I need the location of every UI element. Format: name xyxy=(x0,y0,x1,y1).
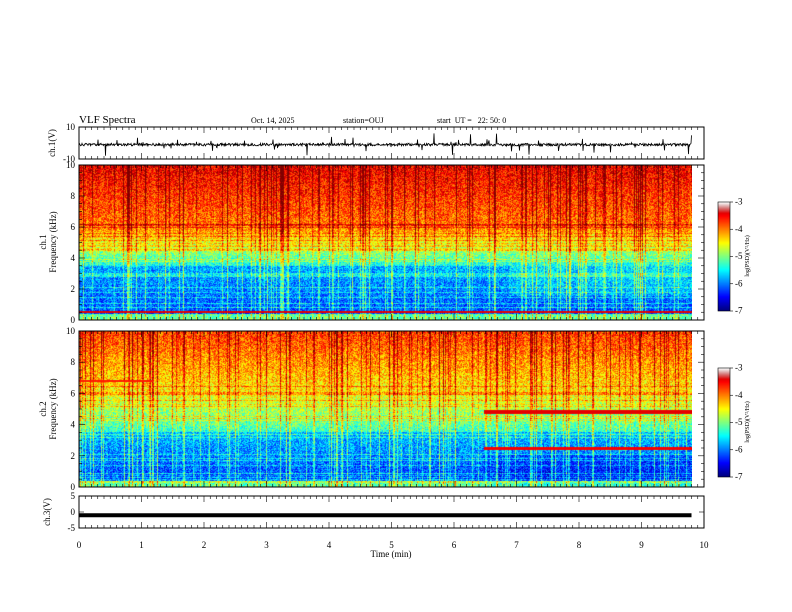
y-tick-label: 2 xyxy=(71,451,76,461)
y-tick-label: 5 xyxy=(71,491,76,501)
colorbar-tick-label: -3 xyxy=(735,363,743,373)
ch2-colorbar-label: log(PSD)(V²/Hz) xyxy=(744,401,751,442)
y-tick-label: -5 xyxy=(68,523,76,533)
ch2-ylabel-line1: ch.2 xyxy=(38,401,48,416)
ch1-spectrogram-image xyxy=(79,165,692,320)
ch2-colorbar: -3 -4 -5 -6 -7 log(PSD)(V²/Hz) xyxy=(717,363,751,482)
ch3-ylabel: ch.3(V) xyxy=(42,498,52,526)
ch2-spectrogram-panel: 0 2 4 6 8 10 ch.2 Frequency (kHz) xyxy=(38,326,705,492)
colorbar-tick-label: -7 xyxy=(735,472,743,482)
x-axis-tick-labels: 0 1 2 3 4 5 6 7 8 9 10 xyxy=(77,540,709,550)
station-label: station=OUJ xyxy=(343,116,384,125)
colorbar-tick-label: -6 xyxy=(735,444,743,454)
colorbar-tick-label: -5 xyxy=(735,417,743,427)
colorbar-tick-label: -3 xyxy=(735,197,743,207)
date-label: Oct. 14, 2025 xyxy=(251,116,295,125)
ch1-ylabel: ch.1(V) xyxy=(47,129,57,157)
x-tick-label: 10 xyxy=(700,540,710,550)
x-tick-label: 8 xyxy=(577,540,582,550)
x-tick-label: 2 xyxy=(202,540,207,550)
colorbar-tick-label: -6 xyxy=(735,278,743,288)
ch1-colorbar: -3 -4 -5 -6 -7 log(PSD)(V²/Hz) xyxy=(717,197,751,316)
y-tick-label: 8 xyxy=(71,357,76,367)
y-tick-label: -10 xyxy=(63,154,75,164)
figure-title: VLF Spectra xyxy=(79,114,136,126)
ch1-colorbar-label: log(PSD)(V²/Hz) xyxy=(744,235,751,276)
colorbar-tick-label: -4 xyxy=(735,224,743,234)
y-tick-label: 0 xyxy=(71,482,76,492)
x-tick-label: 0 xyxy=(77,540,82,550)
x-tick-label: 3 xyxy=(264,540,269,550)
y-tick-label: 6 xyxy=(71,388,76,398)
x-tick-label: 4 xyxy=(327,540,332,550)
x-tick-label: 6 xyxy=(452,540,457,550)
y-tick-label: 0 xyxy=(71,315,76,325)
ch1-waveform-line xyxy=(78,133,692,156)
x-tick-label: 5 xyxy=(389,540,394,550)
x-axis-label: Time (min) xyxy=(371,549,412,559)
ch2-colorbar-gradient xyxy=(718,368,730,477)
y-tick-label: 10 xyxy=(66,122,76,132)
start-time-label: start UT = 22: 50: 0 xyxy=(437,116,506,125)
y-tick-label: 10 xyxy=(66,326,76,336)
ch2-spectrogram-image xyxy=(79,331,692,487)
ch1-ylabel-line2: Frequency (kHz) xyxy=(48,211,58,272)
y-tick-label: 10 xyxy=(66,160,76,170)
x-tick-label: 9 xyxy=(639,540,644,550)
ch1-colorbar-gradient xyxy=(718,202,730,311)
colorbar-tick-label: -7 xyxy=(735,306,743,316)
ch1-spectrogram-panel: 0 2 4 6 8 10 ch.1 Frequency (kHz) xyxy=(38,160,705,325)
y-tick-label: 4 xyxy=(71,420,76,430)
colorbar-tick-label: -5 xyxy=(735,251,743,261)
ch1-ylabel-line1: ch.1 xyxy=(38,234,48,249)
y-tick-label: 4 xyxy=(71,253,76,263)
ch2-ylabel-line2: Frequency (kHz) xyxy=(48,378,58,439)
y-tick-label: 6 xyxy=(71,222,76,232)
y-tick-label: 2 xyxy=(71,284,76,294)
y-tick-label: 0 xyxy=(71,507,76,517)
colorbar-tick-label: -4 xyxy=(735,390,743,400)
x-tick-label: 7 xyxy=(514,540,519,550)
ch1-waveform-panel: 10 -10 ch.1(V) xyxy=(47,122,705,164)
ch3-waveform-panel: 5 0 -5 ch.3(V) xyxy=(42,491,705,533)
y-tick-label: 8 xyxy=(71,191,76,201)
x-tick-label: 1 xyxy=(139,540,144,550)
